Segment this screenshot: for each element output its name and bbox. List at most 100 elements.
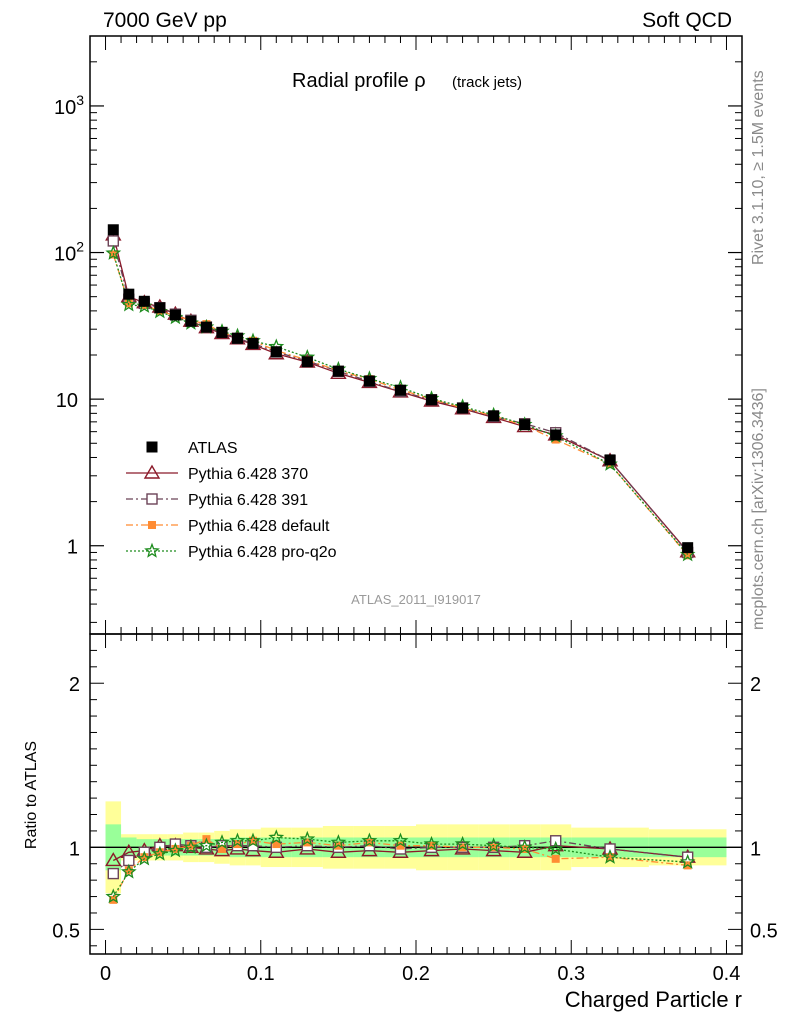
side-text-top: Rivet 3.1.10, ≥ 1.5M events [750, 70, 767, 265]
series-4-ratio-point [152, 845, 168, 861]
ratio-frame [89, 633, 743, 955]
series-3-ratio-point [171, 844, 180, 853]
series-4-ratio-point [516, 838, 533, 855]
series-4-ratio-line [112, 836, 688, 897]
series-4-ratio-point [454, 835, 471, 851]
series-4-ratio-point [105, 888, 122, 904]
ratio-y-tick-label: 1 [69, 838, 80, 860]
series-0-point [123, 288, 135, 300]
series-2-ratio-point [107, 867, 119, 880]
series-4-ratio-point [547, 840, 564, 856]
main-y-tick-label: 103 [54, 92, 84, 119]
chart-title: Radial profile ρ [292, 70, 426, 92]
series-0-point [247, 337, 259, 349]
series-0-point [270, 346, 282, 358]
x-axis-label: Charged Particle r [565, 987, 742, 1012]
series-0-point [426, 394, 438, 406]
side-text-bottom: mcplots.cern.ch [arXiv:1306.3436] [750, 388, 767, 630]
x-tick-label: 0.2 [402, 963, 430, 985]
ratio-y-tick-label: 2 [69, 674, 80, 696]
ratio-y-tick-label: 0.5 [52, 920, 80, 942]
series-4-ratio-point [229, 832, 246, 848]
series-4-ratio-point [423, 835, 440, 851]
ratio-panel: 0.5 0.5 1 1 2 2 Ratio to ATLAS [23, 633, 778, 955]
ratio-y-label: Ratio to ATLAS [23, 741, 40, 849]
ratio-x-ticks [89, 634, 727, 954]
series-0-point [457, 402, 469, 414]
ratio-y-ticks: 0.5 0.5 1 1 2 2 [52, 649, 778, 947]
ratio-y-tick-label-right: 2 [750, 674, 761, 696]
series-4-line [112, 253, 689, 556]
series-3-ratio-point [520, 844, 529, 853]
series-3-ratio-point [155, 848, 164, 857]
series-3-ratio-point [396, 841, 405, 850]
series-0-point [138, 295, 150, 307]
main-y-ticks: 1 10 102 103 [54, 92, 742, 559]
series-4-ratio-point [602, 848, 618, 864]
series-4-ratio-point [268, 829, 285, 845]
series-3-line [112, 254, 689, 556]
x-tick-label: 0.3 [557, 963, 585, 985]
series-4-ratio-point [214, 834, 230, 850]
series-3-ratio-point [140, 853, 149, 862]
header-right: Soft QCD [642, 9, 732, 32]
series-4-ratio-point [679, 853, 696, 869]
series-0-point [682, 542, 694, 554]
legend-marker [144, 542, 160, 558]
series-0-point [394, 384, 406, 396]
series-0-point [231, 332, 243, 344]
series-4-ratio-point [182, 838, 199, 855]
series-4-ratio-point [361, 832, 378, 848]
series-3-ratio-point [272, 840, 281, 849]
series-3-point [683, 551, 692, 560]
series-3-ratio-point [217, 844, 226, 853]
legend-label: Pythia 6.428 default [188, 518, 330, 535]
ratio-y-tick-label-right: 1 [750, 838, 761, 860]
legend-marker [146, 441, 158, 453]
x-tick-labels: 0 0.1 0.2 0.3 0.4 [100, 963, 740, 985]
series-2-ratio-point [550, 835, 562, 847]
series-2-line [112, 240, 689, 553]
analysis-watermark: ATLAS_2011_I919017 [351, 592, 481, 607]
series-4-ratio-point [198, 837, 215, 853]
legend-label: Pythia 6.428 370 [188, 466, 308, 483]
header-left: 7000 GeV pp [103, 9, 227, 32]
series-0-point [519, 419, 531, 431]
legend-marker [146, 493, 158, 505]
legend-label: Pythia 6.428 pro-q2o [188, 544, 337, 561]
series-4-ratio-point [330, 834, 347, 850]
legend-label: Pythia 6.428 391 [188, 492, 308, 509]
series-3-ratio-point [551, 854, 560, 863]
series-0-point [216, 326, 228, 338]
series-0-point [200, 321, 212, 333]
main-y-tick-label: 1 [67, 537, 78, 559]
series-3-ratio-point [186, 841, 195, 850]
series-0-point [332, 365, 344, 377]
x-tick-label: 0.1 [247, 963, 275, 985]
series-4-ratio-point [392, 832, 409, 848]
series-4-point [120, 296, 137, 312]
series-0-point [604, 454, 616, 466]
ratio-series [105, 829, 696, 904]
series-3-ratio-point [124, 866, 133, 875]
series-4-ratio-point [136, 850, 153, 866]
series-4-ratio-point [299, 830, 316, 846]
series-0-point [301, 356, 313, 368]
main-x-ticks [89, 36, 727, 634]
series-0-point [154, 302, 166, 314]
main-y-tick-label: 10 [56, 390, 78, 412]
main-y-tick-label: 102 [54, 239, 84, 266]
series-0-point [550, 429, 562, 441]
series-3-ratio-point [606, 853, 615, 862]
ratio-y-tick-label-right: 0.5 [750, 920, 778, 942]
series-4-ratio-point [245, 832, 261, 848]
series-3-ratio-point [365, 838, 374, 847]
series-3-ratio-point [489, 843, 498, 852]
series-3-ratio-line [112, 838, 688, 901]
main-series [105, 224, 696, 562]
chart-title-note: (track jets) [452, 74, 522, 91]
legend-marker [143, 464, 161, 479]
series-4-ratio-point [120, 863, 137, 879]
series-0-point [107, 224, 119, 236]
